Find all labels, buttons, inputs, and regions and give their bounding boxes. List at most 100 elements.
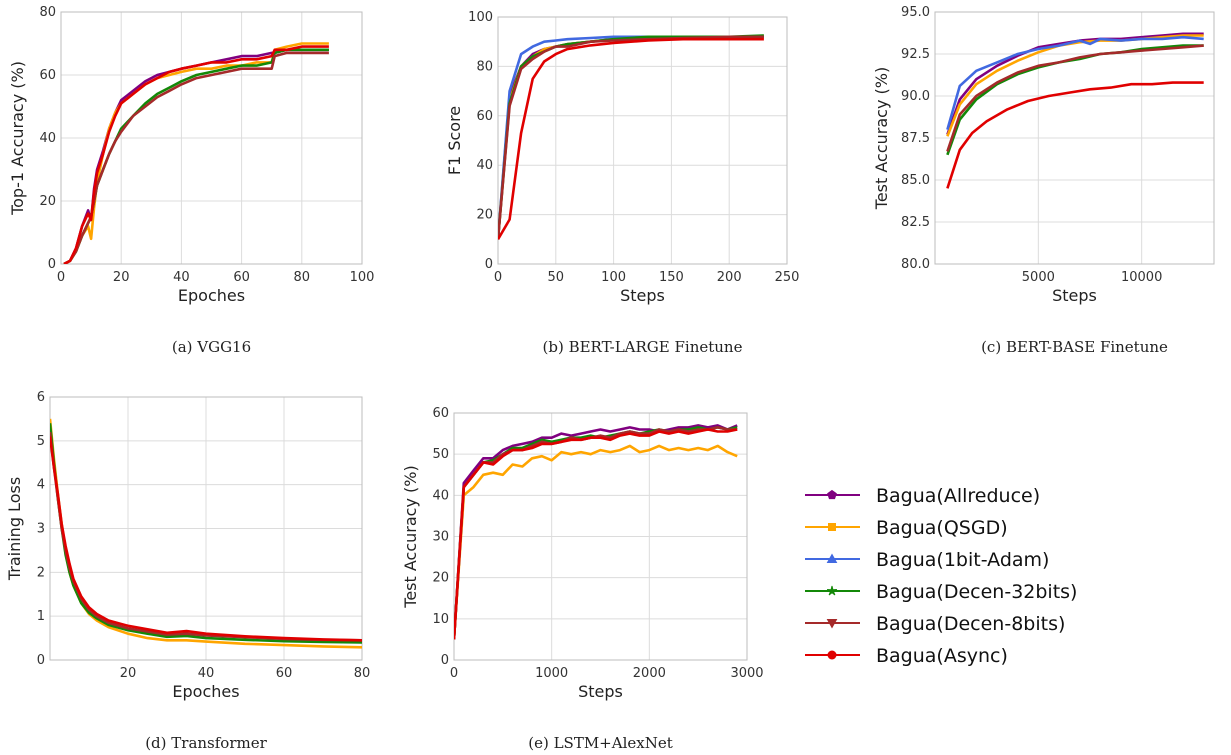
y-tick-label: 60	[432, 406, 449, 421]
x-tick-label: 150	[659, 270, 684, 285]
y-tick-label: 40	[432, 488, 449, 503]
series-group	[498, 34, 764, 240]
chart-caption: (a) VGG16	[172, 338, 251, 356]
x-axis-label: Steps	[1052, 286, 1097, 305]
y-tick-label: 10	[432, 612, 449, 627]
legend-label: Bagua(QSGD)	[876, 517, 1008, 539]
y-tick-label: 40	[39, 131, 56, 146]
y-axis-label: Training Loss	[5, 477, 24, 581]
series-line-bagua-allreduce-	[498, 35, 764, 240]
plot-frame	[60, 11, 363, 265]
x-tick-label: 5000	[1022, 270, 1055, 285]
x-tick-label: 200	[717, 270, 742, 285]
series-group	[50, 418, 362, 649]
chart-panel-5: 0 1000 2000 3000 0 10 20 30 40 50 60 Steps Test Accu…	[401, 406, 764, 752]
series-line-bagua-async-	[50, 436, 362, 642]
x-tick-label: 60	[233, 270, 250, 285]
y-tick-label: 5	[37, 434, 45, 449]
legend-marker	[827, 650, 837, 660]
x-tick-label: 80	[354, 666, 371, 681]
series-group	[63, 42, 329, 264]
chart-caption: (b) BERT-LARGE Finetune	[543, 338, 743, 356]
y-tick-label: 2	[37, 565, 45, 580]
series-line-bagua-qsgd-	[454, 444, 738, 640]
x-tick-label: 100	[350, 270, 375, 285]
y-tick-label: 0	[485, 257, 493, 272]
y-tick-label: 90.0	[901, 89, 930, 104]
y-tick-label: 50	[432, 447, 449, 462]
legend-marker	[826, 585, 838, 596]
y-tick-label: 40	[476, 158, 493, 173]
x-axis-label: Epoches	[178, 286, 245, 305]
y-tick-label: 20	[39, 194, 56, 209]
plot-frame	[453, 412, 748, 661]
series-line-bagua-decen-8bits-	[498, 35, 764, 240]
y-axis-label: Top-1 Accuracy (%)	[8, 61, 27, 216]
x-tick-label: 1000	[535, 666, 568, 681]
y-tick-label: 20	[476, 208, 493, 223]
y-axis-label: Test Accuracy (%)	[401, 465, 420, 608]
x-tick-label: 50	[548, 270, 565, 285]
legend-label: Bagua(Decen-32bits)	[876, 581, 1077, 603]
y-tick-label: 60	[39, 68, 56, 83]
legend-entry: Bagua(1bit-Adam)	[805, 549, 1049, 571]
chart-panel-3: 5000 10000 80.0 82.5 85.0 87.5 90.0 92.5 95.0 Ste…	[872, 5, 1215, 356]
legend-label: Bagua(Decen-8bits)	[876, 613, 1065, 635]
legend-label: Bagua(1bit-Adam)	[876, 549, 1049, 571]
plot-frame	[49, 396, 363, 661]
chart-caption: (c) BERT-BASE Finetune	[981, 338, 1168, 356]
y-tick-label: 85.0	[901, 173, 930, 188]
chart-panel-1: 0 20 40 60 80 100 0 20 40 60 80 Epoches Top-1 Accura…	[8, 5, 374, 356]
y-tick-label: 87.5	[901, 131, 930, 146]
y-tick-label: 100	[468, 10, 493, 25]
series-line-bagua-async-	[63, 45, 329, 264]
y-tick-label: 4	[37, 478, 45, 493]
series-line-bagua-async-	[498, 37, 764, 240]
y-tick-label: 3	[37, 522, 45, 537]
x-tick-label: 2000	[633, 666, 666, 681]
chart-caption: (e) LSTM+AlexNet	[528, 734, 673, 752]
y-tick-label: 80.0	[901, 257, 930, 272]
x-tick-label: 250	[775, 270, 800, 285]
legend-entry: Bagua(Allreduce)	[805, 485, 1040, 507]
plot-frame	[497, 16, 788, 265]
legend-marker	[828, 523, 836, 531]
series-line-bagua-1bit-adam-	[946, 35, 1204, 130]
series-line-bagua-async-	[946, 81, 1204, 189]
y-axis-label: F1 Score	[445, 106, 464, 175]
y-tick-label: 0	[441, 653, 449, 668]
plot-frame	[934, 11, 1215, 265]
legend: Bagua(Allreduce) Bagua(QSGD) Bagua(1bit-Ad…	[805, 485, 1077, 667]
legend-entry: Bagua(Async)	[805, 645, 1008, 667]
x-axis-label: Epoches	[172, 682, 239, 701]
legend-marker	[826, 553, 838, 563]
x-tick-label: 40	[198, 666, 215, 681]
y-tick-label: 1	[37, 609, 45, 624]
x-tick-label: 20	[120, 666, 137, 681]
legend-entry: Bagua(Decen-32bits)	[805, 581, 1077, 603]
series-line-bagua-decen-8bits-	[63, 51, 329, 264]
x-tick-label: 0	[57, 270, 65, 285]
series-line-bagua-allreduce-	[454, 424, 738, 640]
y-tick-label: 0	[48, 257, 56, 272]
x-tick-label: 0	[494, 270, 502, 285]
y-tick-label: 30	[432, 530, 449, 545]
legend-entry: Bagua(Decen-8bits)	[805, 613, 1065, 635]
y-tick-label: 80	[476, 59, 493, 74]
series-line-bagua-qsgd-	[498, 35, 764, 240]
series-group	[454, 424, 738, 640]
chart-caption: (d) Transformer	[145, 734, 267, 752]
y-tick-label: 92.5	[901, 47, 930, 62]
x-tick-label: 0	[450, 666, 458, 681]
x-tick-label: 20	[113, 270, 130, 285]
y-tick-label: 60	[476, 109, 493, 124]
legend-marker	[827, 489, 837, 500]
y-axis-label: Test Accuracy (%)	[872, 67, 891, 210]
y-tick-label: 6	[37, 390, 45, 405]
y-tick-label: 82.5	[901, 215, 930, 230]
series-line-bagua-decen-8bits-	[454, 426, 738, 640]
y-tick-label: 0	[37, 653, 45, 668]
